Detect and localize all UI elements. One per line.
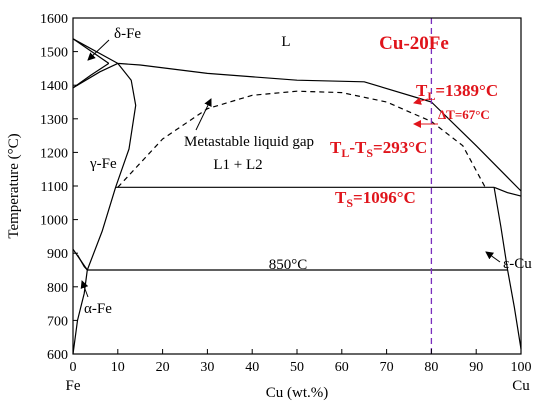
- x-tick-label: 20: [156, 360, 170, 375]
- x-axis-label: Cu (wt.%): [266, 385, 329, 401]
- y-tick-label: 1000: [40, 214, 68, 229]
- y-tick-label: 900: [47, 247, 68, 262]
- x-tick-label: 10: [111, 360, 125, 375]
- composition-title: Cu-20Fe: [379, 33, 449, 54]
- epsilon-cu-arrow: [485, 251, 501, 263]
- tl-ts-difference-label: TL-TS=293°C: [330, 138, 427, 160]
- x-tick-label: 60: [335, 360, 349, 375]
- cu-end-label: Cu: [512, 378, 530, 394]
- x-tick-label: 30: [200, 360, 214, 375]
- phase-line-4: [86, 63, 137, 271]
- fe-end-label: Fe: [66, 378, 81, 394]
- x-tick-label: 50: [290, 360, 304, 375]
- plot-frame: [72, 17, 522, 355]
- metastable-gap-label: Metastable liquid gap: [184, 134, 314, 150]
- eutectoid-temperature-label: 850°C: [269, 257, 308, 273]
- alpha-fe-arrow: [80, 280, 89, 298]
- y-tick-label: 1600: [40, 12, 68, 27]
- x-tick-label: 0: [70, 360, 77, 375]
- phase-line-0: [72, 38, 522, 192]
- axis-ticks: 0 10 20 30 40 50 60 70 80 90 100 600 700 800 900 1000 11…: [40, 12, 532, 375]
- alpha-fe-label: α-Fe: [84, 301, 112, 317]
- delta-t-label: ΔT=67°C: [438, 107, 490, 122]
- x-tick-label: 100: [511, 360, 532, 375]
- phase-line-10: [493, 186, 522, 197]
- x-tick-label: 70: [380, 360, 394, 375]
- phase-line-11: [493, 187, 522, 350]
- y-tick-label: 1400: [40, 79, 68, 94]
- phase-line-3: [72, 62, 119, 89]
- y-tick-label: 1500: [40, 46, 68, 61]
- y-tick-label: 800: [47, 281, 68, 296]
- y-tick-label: 1300: [40, 113, 68, 128]
- x-tick-label: 80: [424, 360, 438, 375]
- liquidus-temperature-label: TL=1389°C: [416, 81, 498, 103]
- x-tick-label: 90: [469, 360, 483, 375]
- phase-line-12: [117, 90, 486, 188]
- gamma-fe-label: γ-Fe: [89, 156, 117, 172]
- delta-fe-arrow: [87, 39, 110, 61]
- y-tick-label: 600: [47, 348, 68, 363]
- y-tick-label: 1100: [41, 180, 68, 195]
- tl-arrow: [413, 97, 429, 105]
- y-tick-label: 1200: [40, 146, 68, 161]
- phase-line-6: [76, 254, 88, 271]
- y-axis-label: Temperature (°C): [6, 133, 22, 238]
- phase-line-1: [72, 38, 110, 64]
- x-tick-label: 40: [245, 360, 259, 375]
- phase-boundaries: [72, 18, 522, 355]
- solidus-temperature-label: TS=1096°C: [335, 188, 416, 210]
- epsilon-cu-label: ε-Cu: [503, 256, 532, 272]
- region-label-l: L: [281, 34, 290, 50]
- gap-arrow: [195, 98, 212, 131]
- delta-fe-label: δ-Fe: [114, 26, 141, 42]
- l1-l2-label: L1 + L2: [213, 157, 262, 173]
- y-tick-label: 700: [47, 314, 68, 329]
